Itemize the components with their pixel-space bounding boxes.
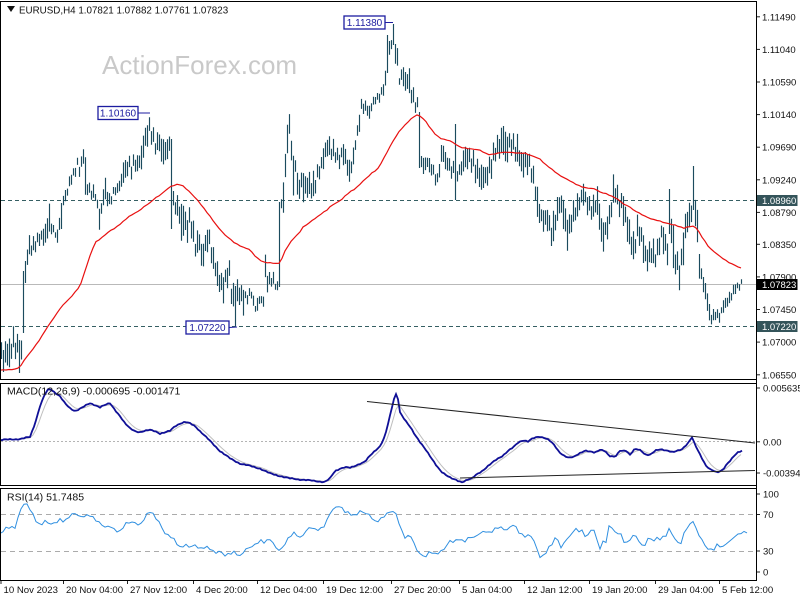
svg-text:0.00: 0.00 xyxy=(763,437,782,448)
svg-text:30: 30 xyxy=(763,547,774,558)
svg-text:12 Jan 12:00: 12 Jan 12:00 xyxy=(527,585,582,596)
svg-text:1.10590: 1.10590 xyxy=(762,78,796,89)
svg-text:1.07450: 1.07450 xyxy=(762,305,796,316)
svg-text:5 Jan 04:00: 5 Jan 04:00 xyxy=(462,585,512,596)
svg-text:1.08350: 1.08350 xyxy=(762,240,796,251)
svg-text:EURUSD,H4 1.07821 1.07882 1.0: EURUSD,H4 1.07821 1.07882 1.07761 1.0782… xyxy=(19,6,229,17)
svg-text:1.07823: 1.07823 xyxy=(762,280,796,291)
svg-text:19 Jan 20:00: 19 Jan 20:00 xyxy=(592,585,647,596)
svg-text:ActionForex.com: ActionForex.com xyxy=(102,50,297,80)
svg-text:-0.003949: -0.003949 xyxy=(763,469,800,480)
svg-text:10 Nov 2023: 10 Nov 2023 xyxy=(4,585,58,596)
svg-text:1.11490: 1.11490 xyxy=(762,12,796,23)
svg-text:1.11040: 1.11040 xyxy=(762,45,796,56)
svg-text:1.07220: 1.07220 xyxy=(189,323,226,334)
svg-text:19 Dec 12:00: 19 Dec 12:00 xyxy=(326,585,383,596)
svg-text:1.07220: 1.07220 xyxy=(762,322,796,333)
svg-text:27 Nov 12:00: 27 Nov 12:00 xyxy=(130,585,187,596)
svg-text:12 Dec 04:00: 12 Dec 04:00 xyxy=(260,585,317,596)
svg-text:1.08960: 1.08960 xyxy=(762,196,796,207)
svg-text:1.07900: 1.07900 xyxy=(762,272,796,283)
svg-text:4 Dec 20:00: 4 Dec 20:00 xyxy=(196,585,248,596)
svg-text:1.09690: 1.09690 xyxy=(762,143,796,154)
svg-text:100: 100 xyxy=(763,490,779,501)
svg-text:1.08790: 1.08790 xyxy=(762,208,796,219)
svg-text:1.07000: 1.07000 xyxy=(762,338,796,349)
svg-text:5 Feb 12:00: 5 Feb 12:00 xyxy=(722,585,773,596)
svg-text:RSI(14) 51.7485: RSI(14) 51.7485 xyxy=(7,492,84,504)
svg-text:29 Jan 04:00: 29 Jan 04:00 xyxy=(658,585,713,596)
svg-text:20 Nov 04:00: 20 Nov 04:00 xyxy=(66,585,123,596)
svg-text:0: 0 xyxy=(763,568,768,579)
svg-text:1.06550: 1.06550 xyxy=(762,370,796,381)
svg-text:MACD(12,26,9) -0.000695 -0.001: MACD(12,26,9) -0.000695 -0.001471 xyxy=(7,386,181,398)
svg-text:70: 70 xyxy=(763,510,774,521)
svg-text:1.10140: 1.10140 xyxy=(762,110,796,121)
svg-text:1.10160: 1.10160 xyxy=(100,109,137,120)
svg-text:27 Dec 20:00: 27 Dec 20:00 xyxy=(394,585,451,596)
svg-text:1.09240: 1.09240 xyxy=(762,175,796,186)
svg-text:1.11380: 1.11380 xyxy=(347,18,383,29)
svg-text:0.005635: 0.005635 xyxy=(763,384,800,395)
